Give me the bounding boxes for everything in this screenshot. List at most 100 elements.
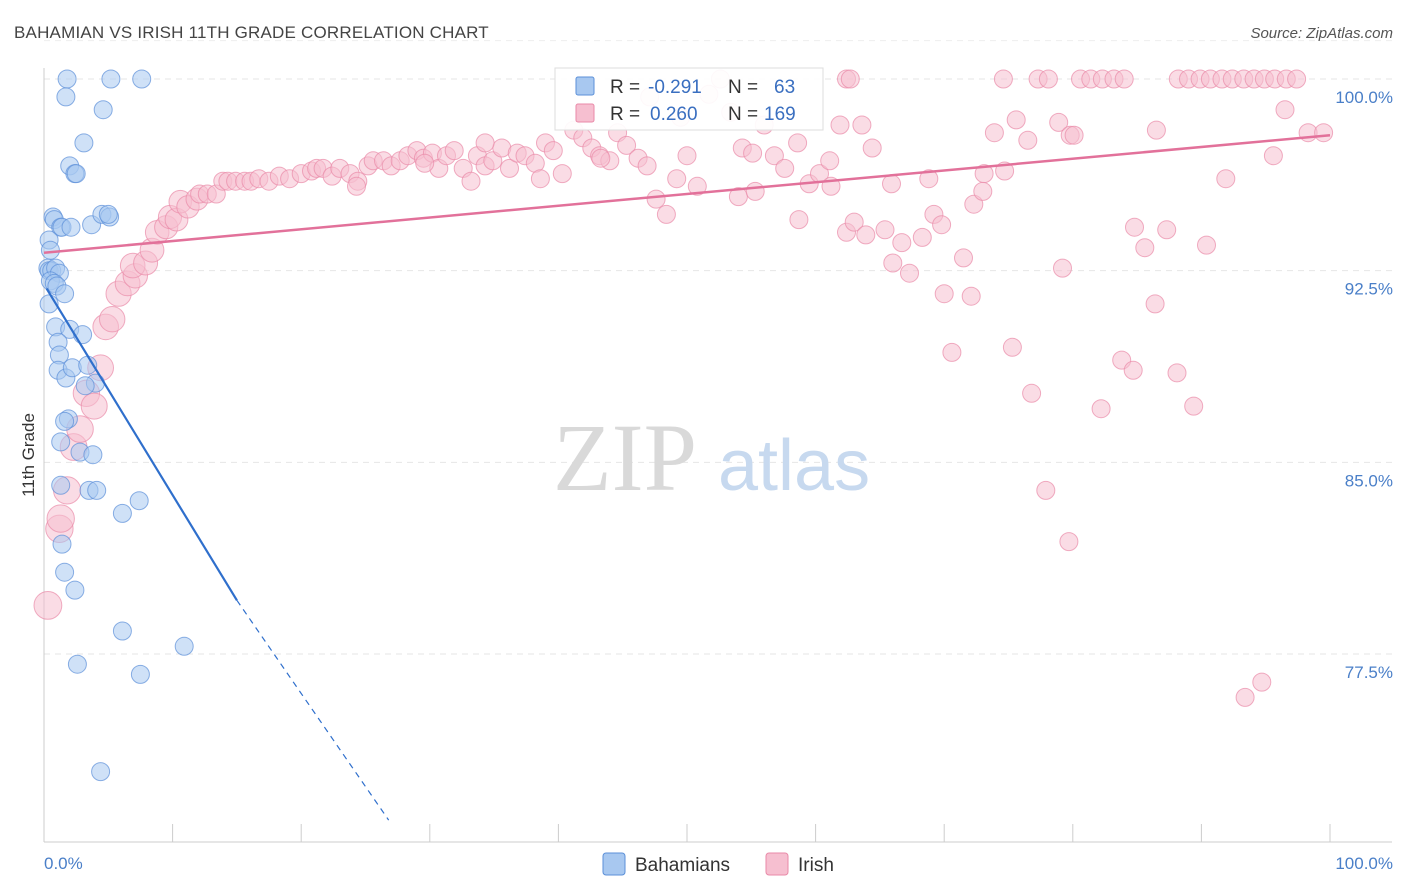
legend-n-value-irish: 169 xyxy=(764,104,796,125)
legend-r-label-irish: R = xyxy=(610,104,640,125)
point-bahamians-48 xyxy=(87,480,107,500)
point-irish-102 xyxy=(856,225,876,245)
point-irish-179 xyxy=(1275,100,1295,120)
point-bahamians-2 xyxy=(132,69,152,89)
point-irish-90 xyxy=(775,158,795,178)
y-tick-label-0: 100.0% xyxy=(1335,88,1393,107)
point-irish-80 xyxy=(667,169,687,189)
x-tick-label-right: 100.0% xyxy=(1335,854,1393,873)
point-irish-114 xyxy=(984,123,1004,143)
point-irish-154 xyxy=(789,210,809,230)
point-irish-150 xyxy=(637,156,657,176)
point-bahamians-17 xyxy=(98,204,118,224)
point-irish-162 xyxy=(1002,337,1022,357)
point-irish-89 xyxy=(764,146,784,166)
y-axis-title: 11th Grade xyxy=(19,413,38,497)
x-tick-label-left: 0.0% xyxy=(44,854,83,873)
point-irish-91 xyxy=(788,133,808,153)
point-bahamians-46 xyxy=(51,475,71,495)
point-irish-174 xyxy=(1197,235,1216,255)
trend-line-bahamians xyxy=(45,287,238,601)
point-irish-166 xyxy=(1059,532,1079,552)
point-irish-165 xyxy=(1053,258,1072,278)
gridlines xyxy=(44,40,1392,655)
y-tick-label-2: 85.0% xyxy=(1345,471,1393,490)
point-irish-144 xyxy=(1314,123,1334,143)
point-irish-178 xyxy=(1263,146,1283,166)
point-irish-171 xyxy=(1145,294,1165,314)
point-irish-157 xyxy=(919,169,939,189)
watermark-zip: ZIP xyxy=(553,404,697,511)
point-irish-177 xyxy=(1252,672,1272,692)
point-irish-158 xyxy=(932,215,952,235)
point-irish-81 xyxy=(677,146,697,166)
y-tick-label-3: 77.5% xyxy=(1345,663,1393,682)
point-irish-68 xyxy=(552,164,572,184)
point-irish-130 xyxy=(1157,220,1177,240)
point-irish-0 xyxy=(33,591,63,620)
point-irish-176 xyxy=(1235,687,1255,707)
watermark-atlas: atlas xyxy=(718,426,870,506)
point-bahamians-40 xyxy=(75,376,95,396)
point-bahamians-5 xyxy=(74,133,94,153)
point-irish-111 xyxy=(954,248,973,268)
point-irish-172 xyxy=(1167,363,1187,383)
legend-r-value-bahamians: -0.291 xyxy=(648,77,702,98)
point-irish-106 xyxy=(900,263,919,283)
trend-line-irish xyxy=(43,133,1331,255)
point-irish-105 xyxy=(892,233,912,253)
series-bahamians-points xyxy=(38,69,194,782)
bottom-legend-label-bahamians: Bahamians xyxy=(635,855,730,876)
point-irish-120 xyxy=(1049,112,1069,132)
point-irish-115 xyxy=(993,69,1013,89)
legend-r-value-irish: 0.260 xyxy=(650,104,698,125)
bottom-legend-swatch-bahamians xyxy=(602,852,626,876)
point-irish-104 xyxy=(883,253,903,273)
point-irish-55 xyxy=(444,141,464,161)
point-irish-127 xyxy=(1125,217,1144,237)
legend-r-label-bahamians: R = xyxy=(610,77,640,98)
chart-source: Source: ZipAtlas.com xyxy=(1250,25,1393,42)
point-bahamians-45 xyxy=(83,445,103,465)
point-irish-99 xyxy=(862,138,882,158)
point-irish-173 xyxy=(1184,396,1204,416)
point-irish-170 xyxy=(1123,360,1143,380)
point-irish-78 xyxy=(646,189,666,209)
point-irish-153 xyxy=(745,181,765,201)
point-irish-109 xyxy=(934,284,954,304)
point-bahamians-43 xyxy=(51,432,71,452)
point-bahamians-54 xyxy=(112,621,132,641)
point-irish-97 xyxy=(840,69,860,89)
point-bahamians-32 xyxy=(73,325,93,345)
point-irish-164 xyxy=(1036,480,1056,500)
point-irish-160 xyxy=(973,181,993,201)
point-irish-168 xyxy=(1091,399,1111,419)
point-bahamians-56 xyxy=(67,654,87,674)
point-bahamians-8 xyxy=(66,164,86,184)
point-bahamians-57 xyxy=(130,664,150,684)
point-irish-79 xyxy=(656,204,676,224)
point-irish-159 xyxy=(961,286,981,306)
point-bahamians-42 xyxy=(55,411,75,431)
point-irish-110 xyxy=(942,342,962,362)
point-irish-95 xyxy=(830,115,850,135)
series-irish-points xyxy=(33,69,1334,707)
point-bahamians-51 xyxy=(52,534,72,554)
point-irish-129 xyxy=(1146,120,1166,140)
point-irish-156 xyxy=(882,174,901,194)
point-irish-107 xyxy=(912,227,932,247)
point-bahamians-13 xyxy=(61,217,81,237)
point-irish-57 xyxy=(461,171,481,191)
legend-n-label-bahamians: N = xyxy=(728,77,758,98)
point-bahamians-1 xyxy=(101,69,121,89)
watermark: ZIP atlas xyxy=(553,404,870,511)
bottom-legend-swatch-irish xyxy=(765,852,789,876)
point-bahamians-0 xyxy=(57,69,77,89)
point-irish-142 xyxy=(1287,69,1307,89)
trend-lines xyxy=(43,133,1331,821)
point-bahamians-3 xyxy=(56,87,76,107)
point-irish-163 xyxy=(1022,383,1042,403)
point-irish-62 xyxy=(500,158,519,178)
point-irish-146 xyxy=(415,153,435,173)
